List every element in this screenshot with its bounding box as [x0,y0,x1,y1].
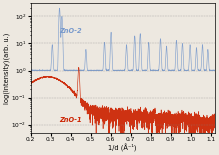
Y-axis label: log(Intensity)(arb. u.): log(Intensity)(arb. u.) [4,32,10,104]
Text: ZnO-1: ZnO-1 [59,117,81,124]
Text: ZnO-2: ZnO-2 [59,28,81,34]
X-axis label: 1/d (Å⁻¹): 1/d (Å⁻¹) [108,143,137,152]
